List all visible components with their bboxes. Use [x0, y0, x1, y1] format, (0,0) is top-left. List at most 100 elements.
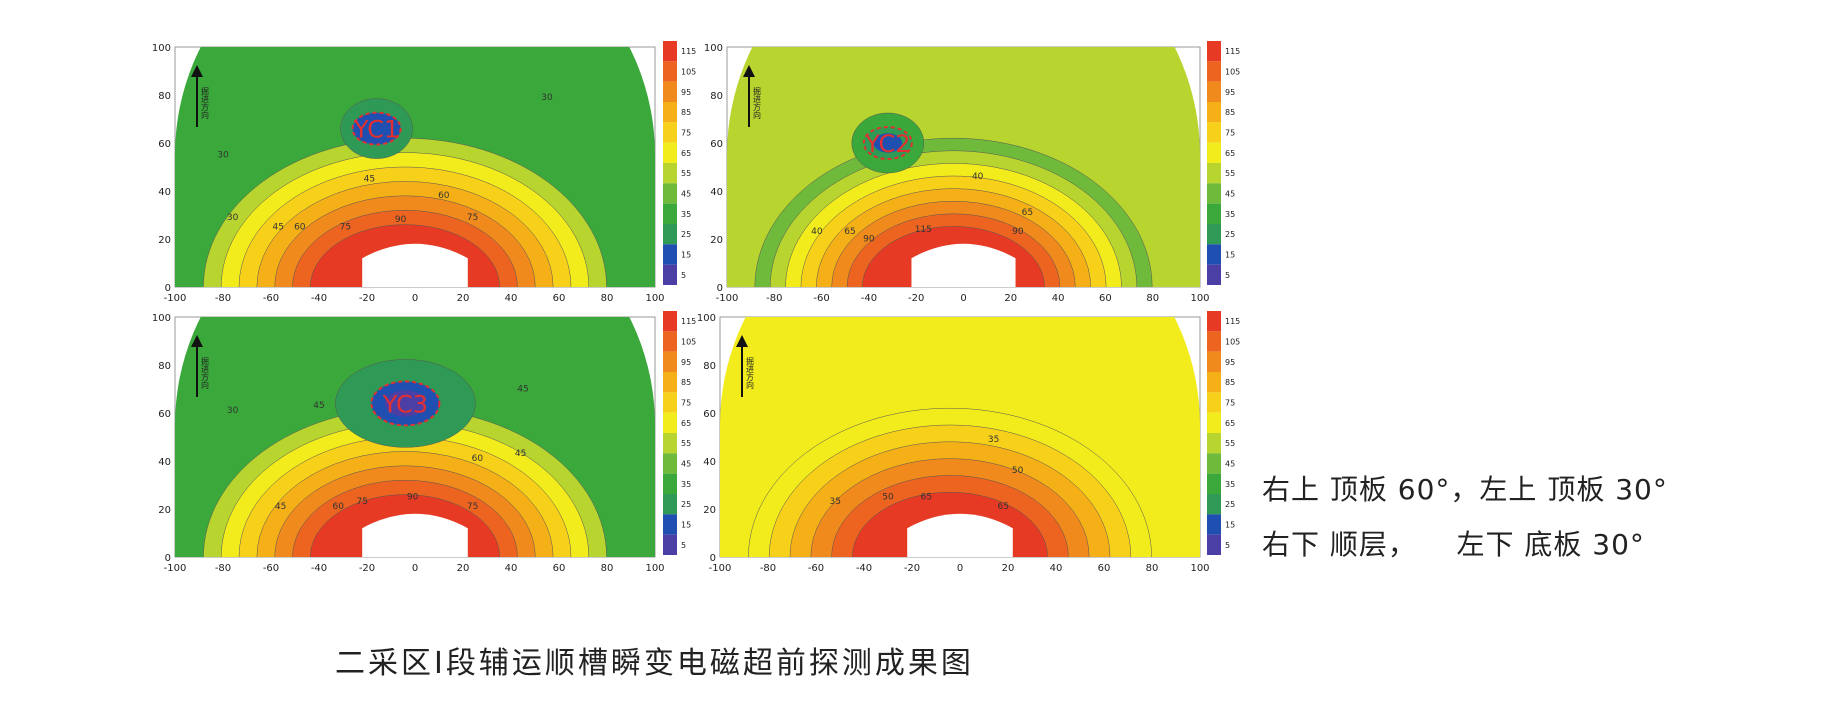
x-tick-label: 40: [1050, 563, 1063, 574]
x-tick-label: -40: [311, 563, 327, 574]
colorbar-swatch: [1207, 41, 1221, 62]
x-tick-label: -20: [904, 563, 920, 574]
contour-label: 35: [829, 497, 840, 507]
x-tick-label: 100: [645, 293, 664, 304]
colorbar-swatch: [1207, 183, 1221, 204]
colorbar-swatch: [1207, 81, 1221, 102]
colorbar-swatch: [663, 412, 677, 433]
colorbar-tick-label: 35: [1225, 480, 1235, 489]
colorbar-swatch: [663, 102, 677, 123]
contour-label: 65: [997, 502, 1008, 512]
y-tick-label: 0: [710, 553, 716, 564]
contour-label: 45: [272, 222, 283, 232]
x-tick-label: -20: [908, 293, 924, 304]
colorbar-tick-label: 25: [681, 500, 691, 509]
colorbar-swatch: [1207, 142, 1221, 163]
x-tick-label: 40: [505, 563, 518, 574]
colorbar-tick-label: 75: [681, 129, 691, 138]
x-tick-label: 80: [1146, 293, 1159, 304]
colorbar-swatch: [663, 473, 677, 494]
anomaly-core: [873, 133, 903, 153]
colorbar-swatch: [1207, 351, 1221, 372]
colorbar-swatch: [663, 433, 677, 454]
colorbar-tick-label: 15: [681, 251, 691, 260]
colorbar-swatch: [663, 311, 677, 332]
contour-label: 35: [988, 435, 999, 445]
colorbar-swatch: [663, 244, 677, 265]
colorbar-tick-label: 65: [681, 149, 691, 158]
contour-label: 60: [294, 222, 306, 232]
contour-label: 90: [1012, 227, 1024, 237]
colorbar-tick-label: 75: [1225, 399, 1235, 408]
x-tick-label: -100: [164, 563, 187, 574]
colorbar-tick-label: 45: [1225, 190, 1235, 199]
colorbar-swatch: [663, 203, 677, 224]
colorbar-tick-label: 105: [1225, 68, 1240, 77]
contour-fill: 35 50 50 65 35 65: [720, 317, 1200, 557]
y-tick-label: 0: [165, 283, 171, 294]
colorbar-swatch: [1207, 311, 1221, 332]
contour-label: 60: [438, 191, 450, 201]
colorbar-swatch: [1207, 122, 1221, 143]
x-tick-label: 60: [553, 563, 566, 574]
colorbar-swatch: [663, 224, 677, 245]
colorbar-tick-label: 65: [1225, 419, 1235, 428]
contour-label: 50: [882, 492, 894, 502]
contour-label: 30: [541, 93, 553, 103]
contour-label: 60: [332, 502, 344, 512]
x-tick-label: 60: [553, 293, 566, 304]
x-tick-label: -20: [359, 563, 375, 574]
contour-label: 65: [921, 492, 932, 502]
x-tick-label: 100: [1190, 293, 1209, 304]
y-tick-label: 60: [710, 139, 723, 150]
x-tick-label: -60: [263, 293, 279, 304]
side-note-line2: 右下 顺层， 左下 底板 30°: [1262, 528, 1645, 561]
contour-label: 115: [915, 225, 932, 235]
x-tick-label: 100: [1190, 563, 1209, 574]
colorbar-swatch: [663, 392, 677, 413]
direction-arrowhead: [743, 65, 755, 77]
colorbar-tick-label: 15: [1225, 521, 1235, 530]
y-tick-label: 20: [710, 235, 723, 246]
colorbar-tick-label: 85: [681, 378, 691, 387]
x-tick-label: -40: [311, 293, 327, 304]
colorbar-swatch: [663, 331, 677, 352]
contour-label: 40: [811, 227, 823, 237]
y-tick-label: 0: [717, 283, 723, 294]
colorbar-tick-label: 5: [681, 271, 686, 280]
colorbar-swatch: [663, 142, 677, 163]
colorbar-swatch: [663, 163, 677, 184]
contour-label: 75: [356, 497, 367, 507]
contour-label: 75: [340, 222, 351, 232]
y-tick-label: 60: [703, 409, 716, 420]
direction-label: 掘进方向: [746, 357, 755, 389]
colorbar-swatch: [1207, 264, 1221, 285]
colorbar-swatch: [1207, 433, 1221, 454]
contour-label: 65: [844, 227, 855, 237]
direction-arrowhead: [736, 335, 748, 347]
colorbar-swatch: [1207, 473, 1221, 494]
colorbar-tick-label: 85: [1225, 378, 1235, 387]
colorbar-tick-label: 55: [1225, 439, 1235, 448]
colorbar-swatch: [1207, 331, 1221, 352]
x-tick-label: -20: [359, 293, 375, 304]
contour-label: 30: [217, 150, 229, 160]
y-tick-label: 40: [710, 187, 723, 198]
colorbar-tick-label: 115: [1225, 317, 1240, 326]
x-tick-label: 20: [457, 563, 470, 574]
colorbar-tick-label: 35: [681, 480, 691, 489]
colorbar-swatch: [663, 41, 677, 62]
x-tick-label: -80: [760, 563, 776, 574]
x-tick-label: 80: [601, 563, 614, 574]
x-tick-label: -80: [215, 563, 231, 574]
colorbar-swatch: [663, 494, 677, 515]
colorbar-swatch: [1207, 224, 1221, 245]
colorbar-tick-label: 5: [1225, 271, 1230, 280]
colorbar-tick-label: 95: [1225, 358, 1235, 367]
colorbar-tick-label: 15: [681, 521, 691, 530]
colorbar-tick-label: 85: [681, 108, 691, 117]
x-tick-label: 80: [601, 293, 614, 304]
x-tick-label: -40: [856, 563, 872, 574]
contour-label: 75: [467, 213, 478, 223]
x-tick-label: 0: [412, 563, 418, 574]
